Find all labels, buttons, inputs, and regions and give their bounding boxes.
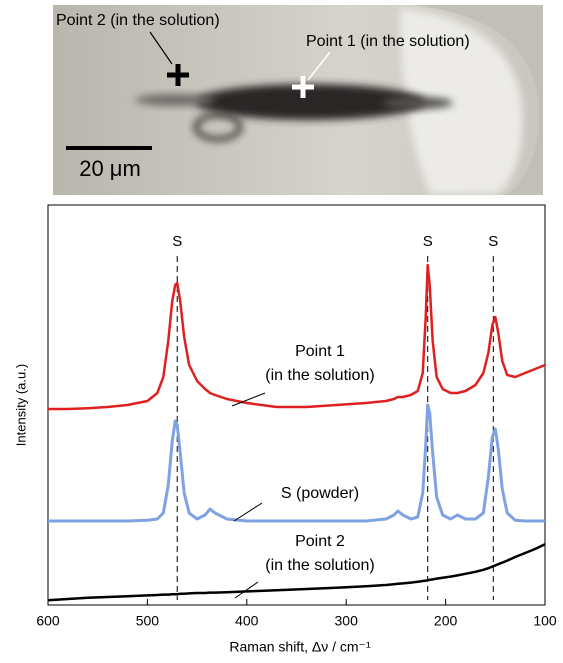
scale-bar-label: 20 μm <box>79 156 141 181</box>
peak-label: S <box>423 233 433 250</box>
y-axis-label: Intensity (a.u.) <box>13 364 28 446</box>
x-axis-label: Raman shift, Δν / cm⁻¹ <box>229 639 371 655</box>
series-label: S (powder) <box>281 485 359 502</box>
series-label: (in the solution) <box>265 557 374 574</box>
point-2-marker <box>167 64 189 86</box>
micrograph: Point 2 (in the solution) Point 1 (in th… <box>53 5 543 195</box>
crystal-tip <box>383 97 453 109</box>
point-1-label: Point 1 (in the solution) <box>306 33 470 50</box>
label-leader <box>231 392 266 407</box>
x-tick-label: 200 <box>434 613 458 629</box>
x-tick-label: 600 <box>36 613 60 629</box>
droplet <box>400 8 523 194</box>
series-label: (in the solution) <box>265 367 374 384</box>
plot-frame <box>47 204 546 606</box>
x-tick-label: 300 <box>335 613 359 629</box>
point-1-marker <box>292 76 314 98</box>
series-label: Point 2 <box>295 533 345 550</box>
spectrum-line <box>48 403 545 523</box>
peak-label: S <box>172 233 182 250</box>
x-tick-label: 100 <box>533 613 557 629</box>
series-label: Point 1 <box>295 343 345 360</box>
x-tick-label: 500 <box>136 613 160 629</box>
crystal <box>195 84 425 120</box>
peak-label: S <box>488 233 498 250</box>
crystal-tail <box>135 94 215 106</box>
point-2-label: Point 2 (in the solution) <box>56 12 220 29</box>
label-leader <box>233 502 263 522</box>
loop <box>193 112 243 142</box>
x-tick-label: 400 <box>235 613 259 629</box>
leader-line <box>149 31 173 65</box>
spectrum-line <box>48 263 546 411</box>
label-leader <box>234 581 259 599</box>
photo-edge <box>410 5 543 195</box>
leader-line <box>307 51 331 81</box>
spectrum-line <box>47 543 546 602</box>
